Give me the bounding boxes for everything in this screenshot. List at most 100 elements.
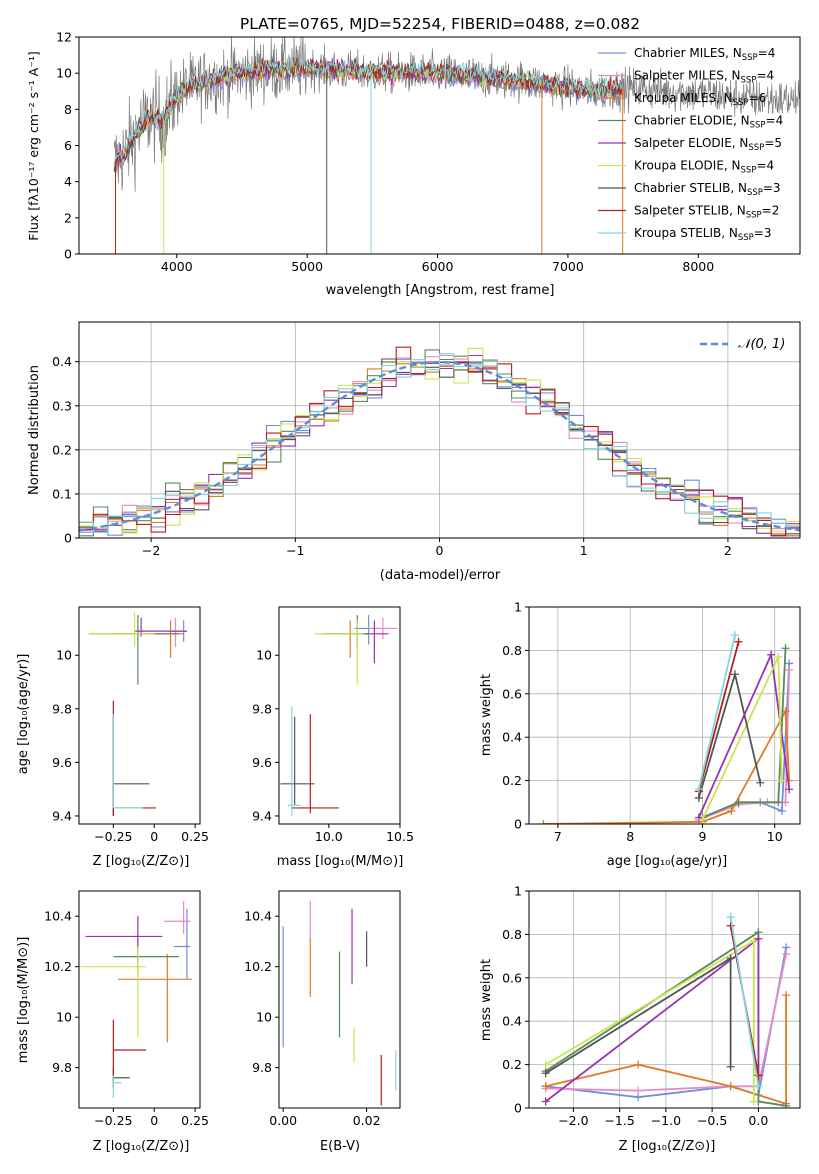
legend-count: =3 bbox=[763, 181, 781, 195]
weight-marker bbox=[726, 921, 735, 930]
weight-marker bbox=[541, 1069, 550, 1078]
legend-count: =6 bbox=[749, 91, 767, 105]
y-tick-label: 0.3 bbox=[52, 398, 72, 413]
legend-model-name: Salpeter ELODIE, N bbox=[634, 136, 748, 150]
y-tick-label: 0 bbox=[64, 531, 72, 546]
x-tick-label: 0.02 bbox=[353, 1113, 381, 1128]
x-tick-label: 8 bbox=[626, 829, 634, 844]
legend-model-name: Chabrier MILES, N bbox=[634, 46, 742, 60]
x-tick-label: 5000 bbox=[291, 259, 323, 274]
weight-marker bbox=[634, 1086, 643, 1095]
legend-subscript: SSP bbox=[733, 98, 749, 108]
legend-count: =5 bbox=[764, 136, 782, 150]
legend-count: =4 bbox=[756, 69, 774, 83]
y-tick-label: 10 bbox=[256, 648, 272, 663]
weight-series-8 bbox=[697, 634, 736, 790]
mass-ebv-panel: 0.00 0.02 9.8 10 10.2 10.4 E(B-V) bbox=[244, 890, 401, 1154]
observed-spectrum-line bbox=[113, 37, 800, 192]
x-tick-label: 0.0 bbox=[748, 1113, 768, 1128]
weight-series-6 bbox=[697, 670, 762, 799]
y-tick-label: 10.2 bbox=[44, 959, 72, 974]
plot-marks bbox=[282, 901, 397, 1106]
x-tick-label: 0 bbox=[150, 829, 158, 844]
y-tick-label: 0 bbox=[514, 817, 522, 832]
legend-entry: Salpeter STELIB, NSSP=2 bbox=[634, 204, 779, 221]
legend-count: =3 bbox=[754, 226, 772, 240]
legend-subscript: SSP bbox=[750, 121, 766, 131]
y-tick-label: 9.8 bbox=[252, 1060, 272, 1075]
axes-frame bbox=[78, 890, 201, 1109]
y-tick-label: 9.8 bbox=[52, 1060, 72, 1075]
legend-entry: Chabrier MILES, NSSP=4 bbox=[634, 46, 775, 63]
weight-marker bbox=[734, 798, 743, 807]
axes-frame bbox=[528, 890, 801, 1109]
y-tick-label: 0.2 bbox=[502, 773, 522, 788]
y-tick-label: 1 bbox=[514, 600, 522, 615]
x-tick-label: −1 bbox=[286, 543, 304, 558]
normal-legend-label: 𝒩(0, 1) bbox=[738, 337, 785, 352]
y-tick-label: 10 bbox=[56, 648, 72, 663]
x-tick-label: 1 bbox=[580, 543, 588, 558]
mass-z-xlabel: Z [log₁₀(Z/Z⊙)] bbox=[93, 1139, 190, 1154]
axes-frame bbox=[78, 606, 201, 825]
y-tick-label: 9.6 bbox=[252, 755, 272, 770]
x-tick-label: 7000 bbox=[552, 259, 584, 274]
spectrum-ylabel: Flux [fλ10⁻¹⁷ erg cm⁻² s⁻¹ A⁻¹] bbox=[26, 51, 41, 240]
residual-histogram-8 bbox=[79, 353, 800, 533]
plot-marks bbox=[541, 913, 791, 1108]
x-tick-label: −2 bbox=[142, 543, 160, 558]
x-tick-label: −2.0 bbox=[558, 1113, 588, 1128]
normal-distribution-curve bbox=[79, 360, 800, 532]
weight-marker bbox=[756, 778, 765, 787]
x-tick-label: 10 bbox=[767, 829, 783, 844]
y-tick-label: 0 bbox=[64, 247, 72, 262]
x-tick-label: 0.25 bbox=[181, 829, 209, 844]
model-spectrum-8 bbox=[113, 56, 623, 167]
x-tick-label: 0.00 bbox=[269, 1113, 297, 1128]
weight-age-xlabel: age [log₁₀(age/yr)] bbox=[607, 854, 728, 869]
legend-entry: Kroupa MILES, NSSP=6 bbox=[634, 91, 766, 108]
weight-marker bbox=[698, 815, 707, 824]
axes-frame bbox=[278, 606, 401, 825]
y-tick-label: 4 bbox=[64, 174, 72, 189]
age-z-panel: −0.25 0 0.25 9.4 9.6 9.8 10 Z [log₁₀(Z/Z⊙)] ag… bbox=[16, 606, 209, 869]
weight-marker bbox=[781, 644, 790, 653]
weight-series-4 bbox=[545, 936, 760, 1103]
weight-marker bbox=[726, 954, 735, 963]
legend-subscript: SSP bbox=[738, 233, 754, 243]
weight-marker bbox=[726, 1082, 735, 1091]
residual-histogram-6 bbox=[79, 358, 800, 535]
y-tick-label: 0.2 bbox=[502, 1057, 522, 1072]
y-tick-label: 9.4 bbox=[252, 808, 272, 823]
weight-marker bbox=[754, 1082, 763, 1091]
y-tick-label: 0.1 bbox=[52, 486, 72, 501]
weight-z-panel: −2.0 −1.5 −1.0 −0.5 0.0 0 0.2 0.4 0.6 0.8 1 Z [log… bbox=[479, 884, 801, 1154]
legend-count: =4 bbox=[756, 159, 774, 173]
legend-subscript: SSP bbox=[746, 211, 762, 221]
y-tick-label: 12 bbox=[56, 30, 72, 45]
weight-series-7 bbox=[697, 641, 740, 792]
legend-entry: Chabrier STELIB, NSSP=3 bbox=[634, 181, 781, 198]
x-tick-label: −0.25 bbox=[94, 1113, 132, 1128]
y-tick-label: 0.6 bbox=[502, 970, 522, 985]
x-tick-label: −0.25 bbox=[94, 829, 132, 844]
axes-frame bbox=[278, 890, 401, 1109]
y-tick-label: 10 bbox=[56, 1010, 72, 1025]
x-tick-label: 10.5 bbox=[386, 829, 414, 844]
legend-subscript: SSP bbox=[741, 166, 757, 176]
legend-entry: Chabrier ELODIE, NSSP=4 bbox=[634, 114, 783, 131]
weight-marker bbox=[694, 785, 703, 794]
weight-series-2 bbox=[543, 707, 791, 824]
age-mass-plot-area: 10.0 10.5 9.4 9.6 9.8 10 bbox=[252, 606, 414, 844]
weight-marker bbox=[726, 1062, 735, 1071]
y-tick-label: 10.2 bbox=[244, 959, 272, 974]
weight-marker bbox=[734, 637, 743, 646]
residual-xlabel: (data-model)/error bbox=[380, 568, 501, 583]
plot-marks bbox=[280, 615, 398, 816]
spectrum-plot-area: 4000 5000 6000 7000 8000 0 2 4 6 8 10 12 bbox=[56, 30, 801, 274]
y-tick-label: 0.8 bbox=[502, 643, 522, 658]
mass-z-ylabel: mass [log₁₀(M/M⊙)] bbox=[16, 937, 31, 1064]
